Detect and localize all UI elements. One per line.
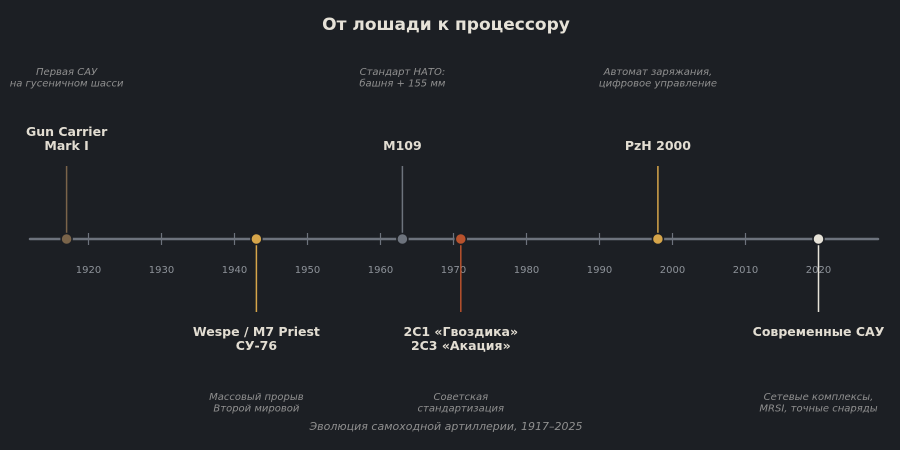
event-note: MRSI, точные снаряды bbox=[759, 404, 877, 415]
timeline-axis: 1920 1930 1940 1950 1960 1970 1980 1990 2000 2010… bbox=[28, 233, 880, 276]
event-label: PzH 2000 bbox=[625, 138, 691, 153]
event-marker bbox=[250, 232, 263, 246]
event-label: 2С3 «Акация» bbox=[411, 338, 511, 353]
axis-tick-label: 1920 bbox=[76, 265, 101, 276]
event-note: Второй мировой bbox=[213, 404, 299, 415]
event-label: Wespe / M7 Priest bbox=[193, 324, 320, 339]
timeline-event: M109 Стандарт НАТО:башня + 155 мм bbox=[359, 67, 446, 246]
event-note: стандартизация bbox=[418, 404, 504, 415]
event-note: башня + 155 мм bbox=[359, 78, 446, 90]
event-label: СУ-76 bbox=[236, 338, 278, 353]
axis-tick-label: 1950 bbox=[295, 265, 320, 276]
event-label: M109 bbox=[383, 138, 422, 153]
event-note: Массовый прорыв bbox=[209, 392, 304, 403]
event-marker bbox=[396, 232, 409, 246]
event-note: Сетевые комплексы, bbox=[764, 392, 874, 403]
event-note: Автомат заряжания, bbox=[603, 67, 713, 78]
timeline-event: PzH 2000 Автомат заряжания,цифровое управ… bbox=[599, 67, 717, 246]
event-note: цифровое управление bbox=[599, 79, 717, 90]
axis-tick-label: 1940 bbox=[222, 265, 247, 276]
axis-tick-label: 1930 bbox=[149, 265, 174, 276]
axis-tick-label: 1960 bbox=[368, 265, 393, 276]
diagram-caption: Эволюция самоходной артиллерии, 1917–202… bbox=[308, 420, 582, 433]
event-label: Современные САУ bbox=[753, 324, 885, 339]
event-marker bbox=[454, 232, 468, 246]
timeline-event: 2С1 «Гвоздика»2С3 «Акация» Советскаястанд… bbox=[404, 232, 519, 415]
event-note: Первая САУ bbox=[36, 67, 98, 78]
diagram-title: От лошади к процессору bbox=[322, 15, 570, 35]
event-label: Mark I bbox=[44, 138, 88, 153]
event-note: Советская bbox=[433, 392, 488, 403]
axis-tick-label: 1970 bbox=[441, 265, 466, 276]
event-note: на гусеничном шасси bbox=[10, 79, 124, 90]
axis-tick-label: 2000 bbox=[660, 265, 685, 276]
axis-tick-label: 1990 bbox=[587, 265, 612, 276]
axis-tick-label: 2010 bbox=[733, 265, 758, 276]
event-marker bbox=[812, 232, 825, 246]
event-label: Gun Carrier bbox=[26, 124, 108, 139]
timeline-event: Современные САУ Сетевые комплексы,MRSI, т… bbox=[753, 232, 885, 415]
event-label: 2С1 «Гвоздика» bbox=[404, 324, 519, 339]
event-marker bbox=[60, 232, 73, 246]
event-note: Стандарт НАТО: bbox=[360, 67, 446, 78]
axis-tick-label: 1980 bbox=[514, 265, 539, 276]
event-marker bbox=[651, 232, 665, 246]
